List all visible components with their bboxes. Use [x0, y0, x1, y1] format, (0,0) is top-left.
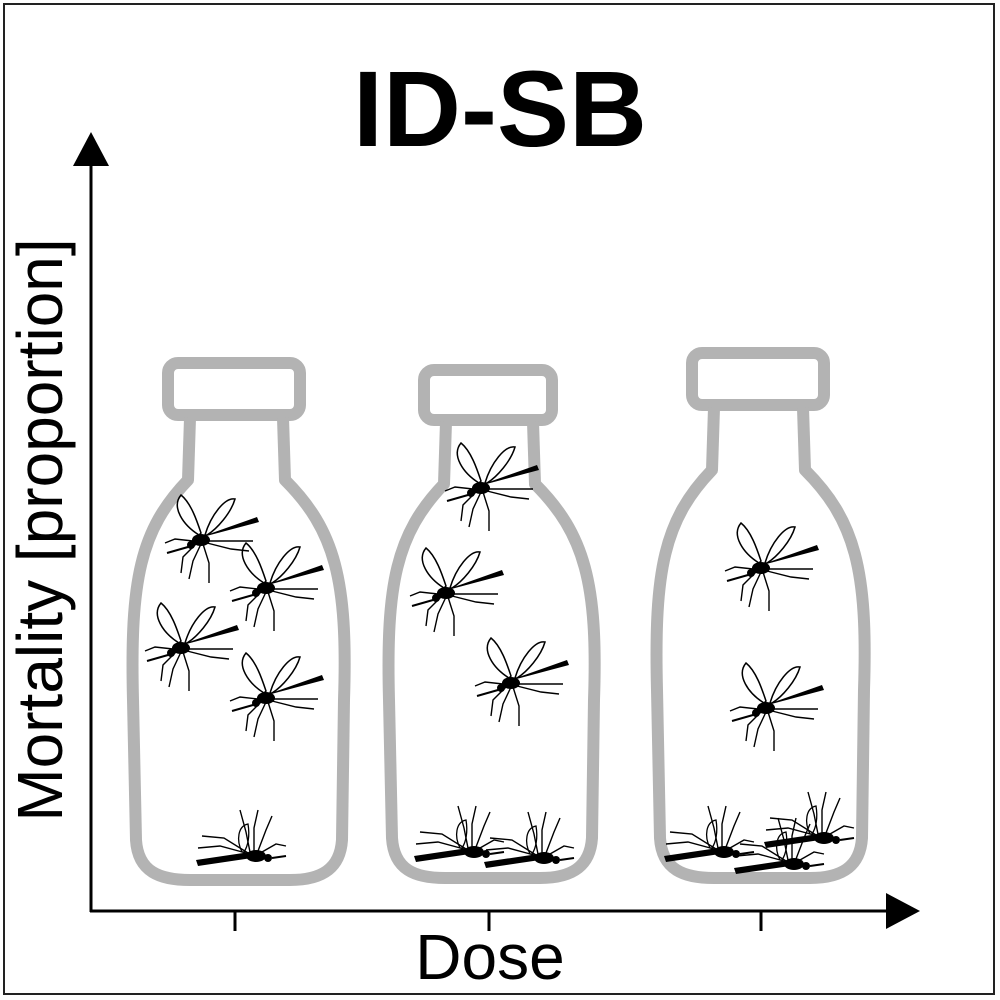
mosquito-icon — [474, 637, 570, 727]
bottle-body-icon — [650, 407, 871, 884]
mosquito-icon — [229, 542, 325, 632]
bottle-cap-icon — [686, 347, 830, 411]
x-axis — [90, 893, 920, 931]
bottle-body-icon — [126, 417, 351, 886]
dead-mosquito-icon — [663, 805, 755, 863]
mosquito-icon — [144, 602, 240, 692]
bottle-cap-icon — [162, 357, 306, 421]
y-axis-arrow-icon — [73, 132, 109, 166]
high-dose-bottle — [650, 347, 871, 884]
figure-frame — [3, 3, 995, 995]
dead-mosquito-icon — [413, 805, 505, 863]
mosquito-icon — [164, 494, 260, 584]
mosquito-icon — [229, 652, 325, 742]
mosquito-icon — [729, 662, 825, 752]
x-axis-label: Dose — [415, 921, 565, 993]
bottle-cap-icon — [418, 364, 558, 426]
bottle-body-icon — [382, 421, 601, 884]
mosquito-icon — [724, 522, 820, 612]
figure-title: ID-SB — [353, 48, 647, 169]
dead-mosquito-icon — [195, 809, 287, 867]
mosquito-icon — [409, 547, 505, 637]
mid-dose-bottle — [382, 364, 601, 884]
y-axis — [73, 132, 109, 912]
mosquito-icon — [444, 442, 540, 532]
x-axis-arrow-icon — [886, 893, 920, 929]
low-dose-bottle — [126, 357, 351, 886]
